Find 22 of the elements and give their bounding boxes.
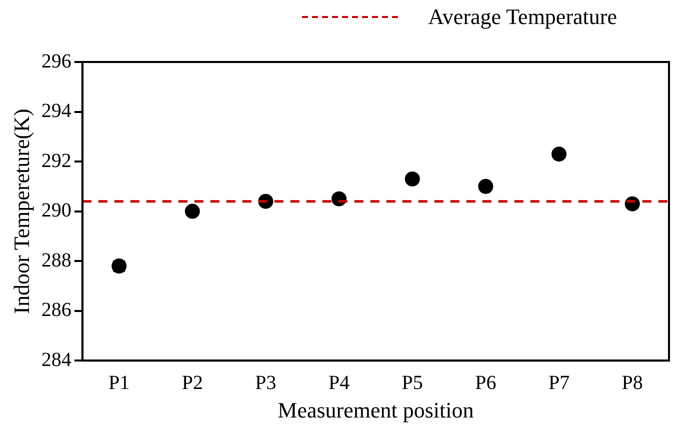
y-tick-label: 296 (41, 50, 72, 72)
x-tick-label: P8 (622, 372, 643, 394)
x-tick-label: P4 (328, 372, 350, 394)
y-tick-label: 290 (41, 200, 72, 222)
x-tick-label: P2 (182, 372, 203, 394)
x-tick-label: P7 (548, 372, 570, 394)
x-tick-label: P3 (255, 372, 276, 394)
y-tick-label: 294 (41, 100, 72, 122)
x-tick-label: P5 (402, 372, 423, 394)
x-tick-label: P6 (475, 372, 496, 394)
y-tick-label: 292 (41, 150, 72, 172)
point (552, 146, 567, 162)
y-tick-label: 284 (41, 348, 72, 371)
x-tick-label: P1 (108, 372, 130, 394)
y-tick-label: 288 (41, 249, 72, 272)
y-tick-label: 286 (41, 299, 72, 322)
point (404, 171, 420, 186)
y-axis-title: Indoor Tempereture(K) (8, 108, 34, 314)
point (478, 178, 494, 194)
legend-label: Average Temperature (428, 4, 617, 30)
x-axis-title: Measurement position (278, 398, 474, 423)
point (184, 204, 200, 219)
